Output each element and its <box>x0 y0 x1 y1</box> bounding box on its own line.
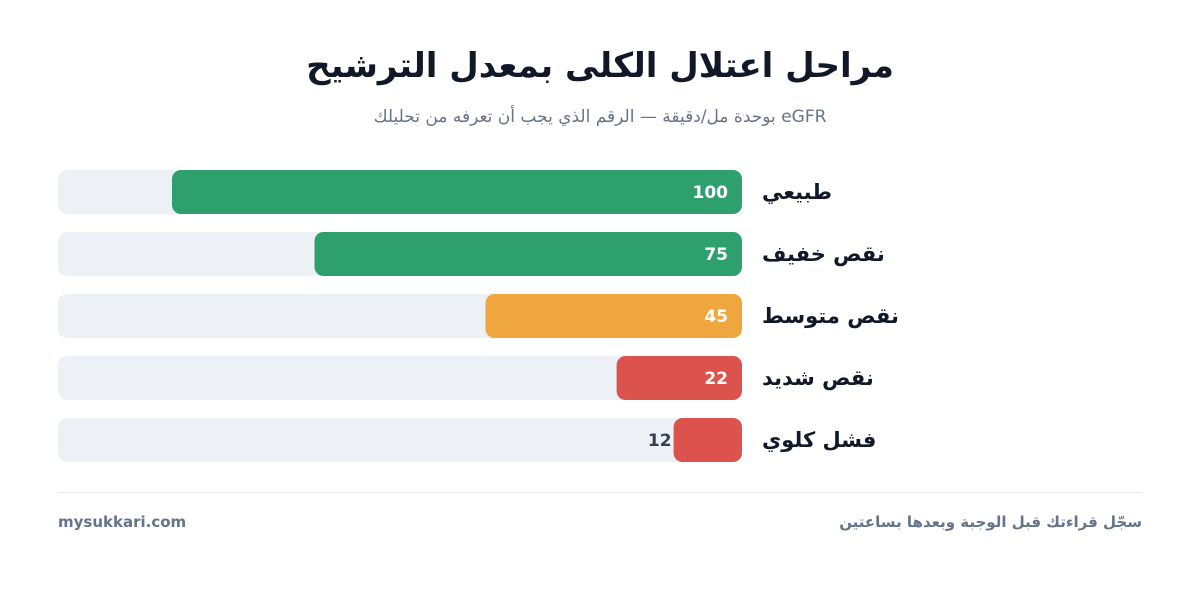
category-label: نقص شديد <box>762 366 874 390</box>
bar-value-label: 22 <box>704 369 728 389</box>
bar <box>314 232 742 276</box>
bar <box>172 170 742 214</box>
bar <box>673 418 742 462</box>
footer-note: سجّل قراءتك قبل الوجبة وبعدها بساعتين <box>839 513 1142 531</box>
bar-value-label: 12 <box>648 431 672 451</box>
bar-track <box>58 356 742 400</box>
bar-track <box>58 418 742 462</box>
category-label: نقص خفيف <box>762 242 885 266</box>
footer-brand[interactable]: mysukkari.com <box>58 513 187 531</box>
category-label: نقص متوسط <box>762 304 899 328</box>
bar <box>485 294 742 338</box>
chart-title: مراحل اعتلال الكلى بمعدل الترشيح <box>306 46 894 86</box>
bar <box>616 356 742 400</box>
category-label: فشل كلوي <box>762 428 876 453</box>
category-label: طبيعي <box>762 180 832 204</box>
bar-value-label: 45 <box>704 307 728 327</box>
bar-value-label: 75 <box>704 245 728 265</box>
chart-subtitle: eGFR بوحدة مل/دقيقة — الرقم الذي يجب أن … <box>373 107 827 127</box>
footer-divider <box>58 492 1142 493</box>
bar-value-label: 100 <box>693 183 729 203</box>
